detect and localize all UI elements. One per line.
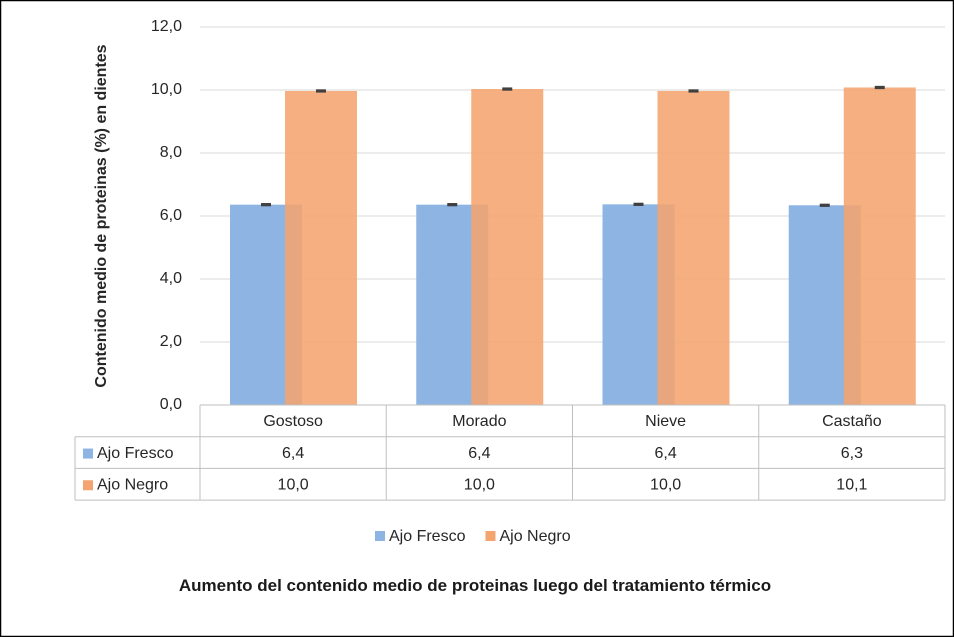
error-cap	[688, 89, 699, 93]
y-tick-label: 6,0	[160, 207, 182, 224]
error-cap	[261, 203, 271, 207]
x-tick-label: Nieve	[645, 413, 686, 430]
y-tick-label: 0,0	[160, 396, 182, 413]
legend-swatch	[83, 448, 93, 459]
legend-swatch	[375, 531, 385, 541]
data-label: 10,0	[278, 476, 309, 493]
error-cap	[502, 87, 513, 91]
bar	[843, 87, 916, 405]
data-label: 10,0	[464, 476, 495, 493]
y-axis-label: Contenido medio de proteinas (%) en dien…	[93, 44, 110, 387]
y-tick-label: 8,0	[160, 144, 182, 161]
data-label: 10,0	[650, 476, 681, 493]
data-label: 6,3	[841, 445, 863, 462]
table-row-label: Ajo Fresco	[97, 445, 174, 462]
table-row-label: Ajo Negro	[97, 476, 168, 493]
legend-label: Ajo Negro	[499, 528, 570, 545]
legend-label: Ajo Fresco	[389, 528, 466, 545]
error-cap	[633, 202, 644, 206]
data-label: 6,4	[282, 445, 304, 462]
y-tick-label: 2,0	[160, 333, 182, 350]
error-cap	[874, 85, 885, 90]
x-tick-label: Morado	[452, 413, 506, 430]
data-label: 6,4	[655, 445, 677, 462]
x-tick-label: Castaño	[822, 413, 882, 430]
error-cap	[447, 203, 458, 207]
bar	[285, 90, 357, 405]
data-label: 6,4	[468, 445, 490, 462]
bar	[471, 89, 544, 406]
y-tick-label: 12,0	[151, 18, 182, 35]
data-label: 10,1	[836, 476, 867, 493]
y-tick-label: 10,0	[151, 81, 182, 98]
chart-title: Aumento del contenido medio de proteinas…	[178, 576, 772, 595]
legend-swatch	[83, 480, 93, 491]
y-tick-label: 4,0	[160, 270, 182, 287]
x-tick-label: Gostoso	[263, 413, 323, 430]
bar	[657, 90, 730, 405]
error-cap	[316, 89, 326, 93]
error-cap	[819, 203, 830, 207]
legend-swatch	[485, 531, 496, 541]
